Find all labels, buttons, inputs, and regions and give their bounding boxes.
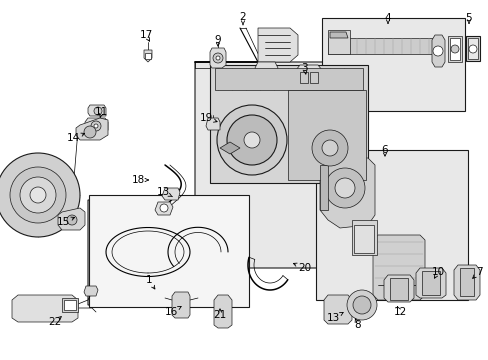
Text: 18: 18 bbox=[131, 175, 148, 185]
Bar bbox=[353, 225, 373, 253]
Text: 14: 14 bbox=[67, 133, 84, 143]
Text: 20: 20 bbox=[293, 263, 310, 273]
Bar bbox=[64, 300, 76, 310]
Text: 13: 13 bbox=[326, 312, 343, 323]
Circle shape bbox=[450, 45, 458, 53]
Circle shape bbox=[84, 126, 96, 138]
Polygon shape bbox=[88, 62, 367, 305]
Circle shape bbox=[352, 296, 370, 314]
Circle shape bbox=[311, 130, 347, 166]
Polygon shape bbox=[295, 65, 321, 90]
Text: 7: 7 bbox=[472, 267, 482, 278]
Text: 10: 10 bbox=[430, 267, 444, 278]
Text: 22: 22 bbox=[48, 316, 61, 327]
Circle shape bbox=[30, 187, 46, 203]
Text: 16: 16 bbox=[164, 306, 181, 317]
Polygon shape bbox=[415, 268, 445, 298]
Circle shape bbox=[468, 45, 476, 53]
Polygon shape bbox=[162, 188, 180, 200]
Text: 4: 4 bbox=[384, 13, 390, 23]
Bar bbox=[62, 298, 78, 312]
Bar bbox=[209, 65, 367, 183]
Polygon shape bbox=[453, 265, 479, 300]
Polygon shape bbox=[88, 105, 106, 116]
Circle shape bbox=[213, 53, 223, 63]
Polygon shape bbox=[431, 35, 444, 67]
Bar bbox=[467, 38, 477, 59]
Circle shape bbox=[160, 204, 168, 212]
Text: 17: 17 bbox=[139, 30, 152, 41]
Circle shape bbox=[91, 121, 101, 131]
Polygon shape bbox=[258, 28, 297, 62]
Circle shape bbox=[217, 105, 286, 175]
Circle shape bbox=[94, 124, 98, 128]
Polygon shape bbox=[319, 165, 327, 210]
Circle shape bbox=[432, 46, 442, 56]
Polygon shape bbox=[58, 208, 85, 230]
Polygon shape bbox=[85, 118, 108, 135]
Polygon shape bbox=[214, 295, 231, 328]
Text: 9: 9 bbox=[214, 35, 221, 46]
Bar bbox=[449, 38, 459, 60]
Circle shape bbox=[0, 153, 80, 237]
Polygon shape bbox=[84, 286, 98, 296]
Polygon shape bbox=[319, 158, 374, 228]
Bar bbox=[327, 30, 349, 54]
Bar bbox=[315, 150, 467, 300]
Polygon shape bbox=[329, 32, 347, 38]
Text: 2: 2 bbox=[239, 12, 246, 25]
Polygon shape bbox=[205, 118, 220, 130]
Text: 6: 6 bbox=[381, 145, 387, 156]
Polygon shape bbox=[254, 62, 278, 75]
Circle shape bbox=[20, 177, 56, 213]
Text: 8: 8 bbox=[354, 319, 361, 330]
Text: 19: 19 bbox=[199, 113, 217, 123]
Circle shape bbox=[244, 132, 260, 148]
Polygon shape bbox=[383, 275, 413, 302]
Circle shape bbox=[334, 178, 354, 198]
Text: 21: 21 bbox=[213, 309, 226, 320]
Text: 15: 15 bbox=[57, 217, 74, 227]
Circle shape bbox=[226, 115, 276, 165]
Circle shape bbox=[216, 56, 220, 60]
Polygon shape bbox=[372, 235, 424, 300]
Bar bbox=[465, 36, 479, 61]
Text: 3: 3 bbox=[301, 63, 307, 74]
Polygon shape bbox=[155, 202, 173, 215]
Bar bbox=[321, 18, 464, 111]
Polygon shape bbox=[324, 295, 351, 324]
Bar bbox=[421, 271, 439, 295]
Bar bbox=[89, 195, 248, 307]
Bar bbox=[447, 36, 461, 62]
Polygon shape bbox=[220, 142, 240, 154]
Circle shape bbox=[325, 168, 364, 208]
Polygon shape bbox=[76, 118, 108, 140]
Text: 1: 1 bbox=[145, 275, 155, 289]
Text: 12: 12 bbox=[392, 307, 406, 317]
Polygon shape bbox=[209, 48, 225, 68]
Circle shape bbox=[346, 290, 376, 320]
Circle shape bbox=[10, 167, 66, 223]
Polygon shape bbox=[143, 50, 152, 62]
Text: 11: 11 bbox=[95, 107, 108, 117]
Polygon shape bbox=[299, 72, 307, 83]
Circle shape bbox=[94, 107, 102, 115]
Bar bbox=[459, 268, 473, 296]
Polygon shape bbox=[309, 72, 317, 83]
Bar bbox=[145, 53, 151, 59]
Circle shape bbox=[321, 140, 337, 156]
Polygon shape bbox=[172, 292, 190, 318]
Circle shape bbox=[67, 215, 77, 225]
Polygon shape bbox=[12, 295, 78, 322]
Bar bbox=[351, 220, 376, 255]
Text: 5: 5 bbox=[465, 13, 471, 23]
Bar bbox=[389, 278, 407, 300]
Bar bbox=[215, 68, 362, 90]
Bar bbox=[327, 38, 442, 54]
Text: 13: 13 bbox=[157, 187, 172, 197]
Bar bbox=[287, 90, 365, 180]
